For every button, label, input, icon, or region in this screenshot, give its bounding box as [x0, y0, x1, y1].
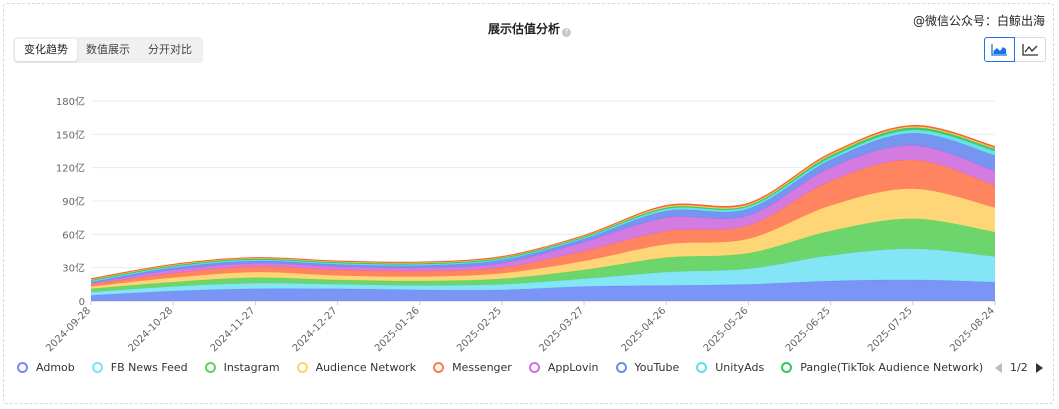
y-tick-label: 90亿: [62, 195, 85, 208]
x-tick-label: 2025-06-25: [784, 305, 833, 354]
legend-item[interactable]: FB News Feed: [91, 361, 188, 374]
x-tick-label: 2025-01-26: [373, 305, 422, 354]
legend-marker-icon: [781, 362, 793, 373]
legend-item[interactable]: Admob: [17, 361, 75, 374]
area-series-1[interactable]: [91, 248, 995, 296]
y-tick-label: 0: [79, 297, 85, 308]
legend-item[interactable]: UnityAds: [696, 361, 764, 374]
legend-label: Instagram: [223, 361, 280, 374]
y-axis-ticks: 0 30亿 60亿 90亿 120亿 150亿 180亿: [56, 95, 85, 308]
legend-label: AppLovin: [547, 361, 599, 374]
x-tick-label: 2024-10-28: [126, 305, 175, 354]
x-tick-label: 2025-08-24: [948, 305, 997, 354]
legend-marker-icon: [433, 362, 445, 373]
legend-item[interactable]: Messenger: [433, 361, 512, 374]
chart-type-toggle: [984, 37, 1046, 62]
legend-item[interactable]: YouTube: [615, 361, 680, 374]
x-tick-label: 2025-07-25: [866, 305, 915, 354]
watermark-text: @微信公众号：白鲸出海: [912, 14, 1045, 28]
legend-label: Admob: [36, 361, 75, 374]
area-series-3[interactable]: [91, 188, 995, 289]
x-tick-label: 2024-11-27: [209, 305, 258, 354]
chart-title: 展示估值分析: [487, 22, 560, 36]
view-mode-tabs: 变化趋势 数值展示 分开对比: [13, 37, 203, 63]
legend-pager: 1/2: [995, 361, 1043, 374]
legend-label: UnityAds: [715, 361, 765, 374]
area-series-5[interactable]: [91, 145, 995, 285]
y-tick-label: 180亿: [56, 95, 85, 108]
tab-trend[interactable]: 变化趋势: [15, 39, 77, 61]
area-series-group: [90, 124, 996, 301]
line-chart-icon: [1021, 44, 1038, 56]
area-series-2[interactable]: [91, 218, 995, 293]
legend-label: Pangle(TikTok Audience Network): [800, 361, 984, 374]
area-series-0[interactable]: [91, 279, 995, 301]
x-tick-label: 2025-04-26: [620, 305, 669, 354]
x-axis-ticks: 2024-09-28 2024-10-28 2024-11-27 2024-12-27…: [44, 301, 997, 354]
legend-marker-icon: [696, 362, 708, 373]
tab-values[interactable]: 数值展示: [86, 43, 130, 56]
legend-marker-icon: [528, 362, 540, 373]
line-chart-button[interactable]: [1015, 37, 1046, 62]
legend-label: FB News Feed: [110, 361, 188, 374]
legend-marker-icon: [296, 362, 308, 373]
legend-marker-icon: [204, 362, 216, 373]
legend-label: Messenger: [452, 361, 512, 374]
chart-title-wrap: 展示估值分析?: [0, 20, 1059, 37]
x-tick-label: 2025-05-26: [702, 305, 751, 354]
legend-item[interactable]: AppLovin: [528, 361, 599, 374]
chart-legend: Admob FB News Feed Instagram Audience Netwo…: [17, 361, 992, 374]
x-tick-label: 2024-12-27: [291, 305, 340, 354]
legend-marker-icon: [615, 362, 627, 373]
area-series-4[interactable]: [91, 159, 995, 287]
x-tick-label: 2025-03-27: [537, 305, 586, 354]
legend-item[interactable]: Audience Network: [296, 361, 417, 374]
y-tick-label: 60亿: [62, 228, 85, 241]
stacked-area-chart: 0 30亿 60亿 90亿 120亿 150亿 180亿 2024-09-28 2024-10…: [44, 95, 997, 354]
tab-compare[interactable]: 分开对比: [148, 43, 192, 56]
area-chart-button[interactable]: [984, 37, 1015, 62]
legend-label: YouTube: [634, 361, 680, 374]
y-tick-label: 150亿: [56, 128, 85, 141]
legend-viewport: Admob FB News Feed Instagram Audience Netwo…: [17, 355, 992, 379]
legend-marker-icon: [91, 362, 103, 373]
legend-item[interactable]: Instagram: [204, 361, 280, 374]
legend-item[interactable]: Pangle(TikTok Audience Network): [781, 361, 983, 374]
legend-label: Audience Network: [315, 361, 417, 374]
legend-next-icon[interactable]: [1035, 362, 1043, 373]
area-chart-icon: [991, 44, 1007, 56]
question-icon[interactable]: ?: [562, 28, 571, 37]
legend-page-text: 1/2: [1010, 361, 1028, 374]
y-tick-label: 30亿: [62, 262, 85, 275]
legend-marker-icon: [17, 362, 28, 373]
area-series-6[interactable]: [91, 133, 995, 284]
x-tick-label: 2025-02-25: [455, 305, 504, 354]
x-tick-label: 2024-09-28: [44, 305, 93, 354]
legend-prev-icon[interactable]: [995, 362, 1002, 373]
y-tick-label: 120亿: [56, 162, 85, 175]
area-series-edge-10: [90, 124, 996, 280]
